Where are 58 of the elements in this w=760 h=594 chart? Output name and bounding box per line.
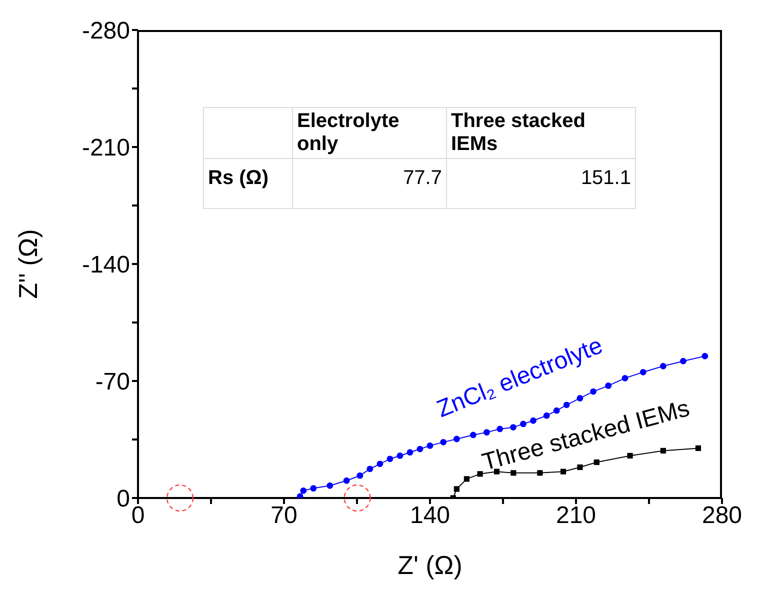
point — [537, 470, 543, 476]
point — [695, 445, 702, 451]
point — [660, 448, 666, 454]
annotation: Rs (Ω) — [204, 158, 292, 208]
point — [510, 424, 516, 430]
point — [543, 412, 550, 419]
point — [386, 456, 394, 462]
annotation: Three stacked IEMs — [446, 108, 636, 158]
point — [640, 368, 646, 376]
point — [396, 452, 404, 459]
annotation: Electrolyte only — [292, 108, 446, 158]
point — [520, 420, 526, 428]
y-tick-label: -280 — [82, 18, 130, 45]
y-axis-title: Z'' (Ω) — [13, 229, 44, 299]
x-tick-label: 140 — [410, 502, 450, 530]
point — [594, 459, 600, 466]
x-tick-label: 280 — [702, 502, 742, 530]
point — [310, 485, 317, 492]
point — [530, 417, 536, 424]
point — [484, 429, 490, 436]
point — [464, 476, 470, 482]
y-tick-label: -210 — [82, 134, 130, 162]
point — [454, 486, 460, 492]
point — [366, 466, 374, 472]
point — [477, 471, 483, 477]
point — [440, 438, 447, 446]
annotation: 77.7 — [292, 158, 446, 208]
point — [660, 362, 666, 370]
point — [622, 374, 628, 382]
point — [605, 382, 612, 389]
y-tick-label: -140 — [82, 252, 130, 279]
point — [426, 442, 434, 449]
point — [356, 472, 364, 479]
point — [702, 352, 708, 360]
point — [496, 426, 504, 432]
point — [576, 395, 584, 402]
point — [494, 468, 500, 474]
point — [326, 482, 334, 489]
point — [577, 464, 583, 470]
point — [376, 460, 384, 468]
point — [470, 432, 476, 438]
y-tick-label: -70 — [95, 368, 130, 396]
point — [563, 402, 570, 408]
point — [680, 358, 686, 364]
annotation: 151.1 — [446, 158, 636, 208]
point — [300, 487, 307, 494]
point — [416, 446, 424, 452]
point — [296, 493, 304, 498]
x-tick-label: 210 — [556, 502, 596, 530]
point — [453, 436, 460, 442]
point — [406, 449, 414, 456]
point — [510, 470, 516, 476]
x-tick-label: 70 — [270, 502, 298, 530]
point — [343, 477, 350, 484]
x-axis-title: Z' (Ω) — [398, 550, 462, 580]
point — [627, 452, 633, 459]
point — [553, 407, 560, 414]
point — [560, 468, 566, 474]
